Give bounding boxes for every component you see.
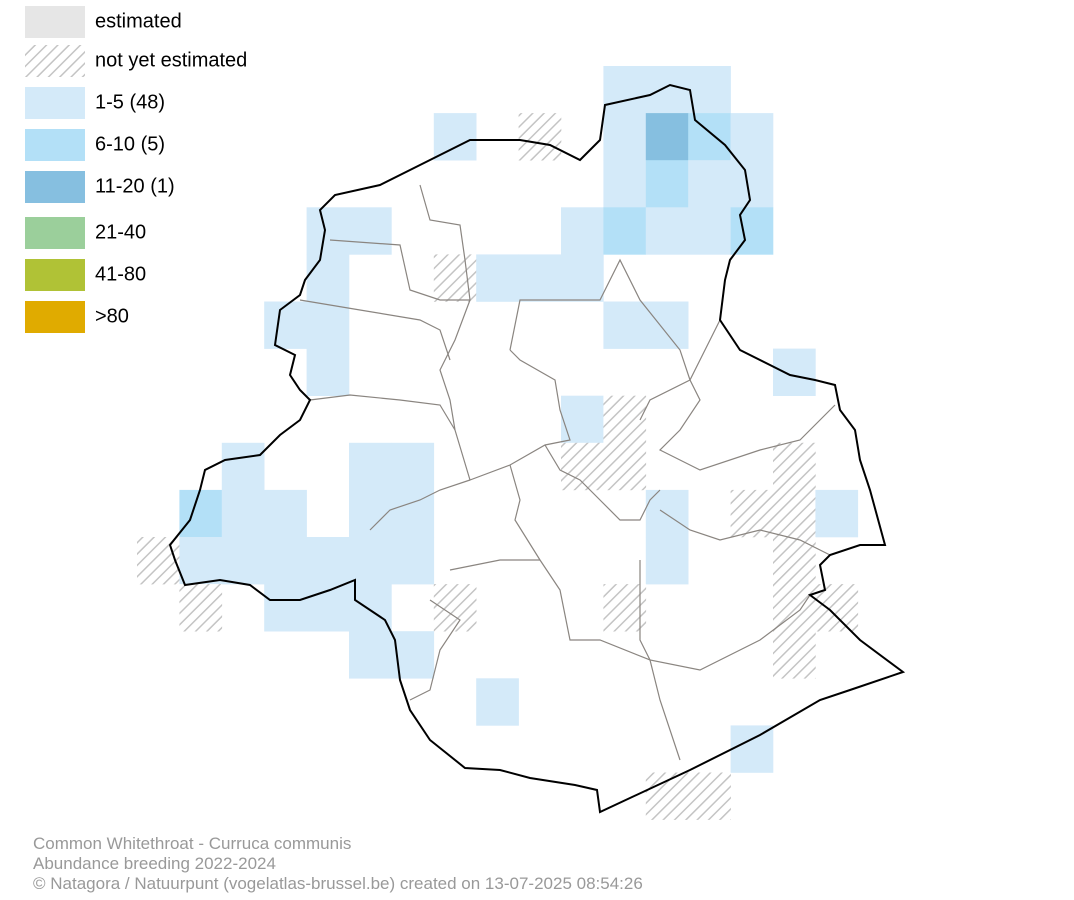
grid-cell [645,66,689,114]
grid-cell [179,537,223,585]
grid-cell [306,254,350,302]
grid-cell [221,537,265,585]
grid-cell [349,584,392,632]
legend-swatch [25,6,85,38]
grid-cell [645,160,689,208]
grid-cell [306,584,350,632]
grid-cell [561,254,604,302]
legend-label: >80 [95,305,129,327]
footer-line: Abundance breeding 2022-2024 [33,854,276,873]
grid-cell [730,725,774,773]
grid-cell [349,631,392,679]
footer-line: © Natagora / Natuurpunt (vogelatlas-brus… [33,874,643,893]
grid-cell [603,584,647,632]
grid-cell [688,207,731,255]
grid-cell [645,207,689,255]
grid-cell [688,66,731,114]
legend-swatch [25,129,85,161]
legend-label: 41-80 [95,263,146,285]
grid-cell [688,160,731,208]
grid-cell [815,489,859,538]
grid-cell [433,254,477,302]
legend-swatch [25,45,85,77]
grid-cell [306,301,350,349]
grid-cell [645,113,689,161]
grid-cell [645,301,689,349]
grid-cell [603,207,647,255]
legend-label: 6-10 (5) [95,133,165,155]
grid-cell [349,442,392,491]
grid-cell [179,584,223,632]
grid-cell [603,442,647,491]
grid-cell [264,489,307,538]
grid-cell [433,113,477,161]
legend-swatch [25,87,85,119]
grid-cell [645,537,689,585]
grid-cell [603,160,647,208]
footer: Common Whitethroat - Curruca communis Ab… [33,834,643,893]
grid-cells [137,66,859,820]
footer-line: Common Whitethroat - Curruca communis [33,834,351,853]
legend-label: estimated [95,10,182,32]
grid-cell [561,395,604,444]
grid-cell [349,537,392,585]
grid-cell [815,584,859,632]
grid-cell [264,301,307,349]
grid-cell [306,348,350,396]
grid-cell [264,537,307,585]
municipal-borders [299,184,836,761]
grid-cell [688,772,731,820]
grid-cell [518,113,562,161]
grid-cell [561,207,604,255]
grid-cell [603,66,647,114]
legend-swatch [25,259,85,291]
grid-cell [391,442,435,491]
legend-swatch [25,217,85,249]
legend-label: 1-5 (48) [95,91,165,113]
grid-cell [773,631,816,679]
grid-cell [730,207,774,255]
grid-cell [221,489,265,538]
legend-label: 21-40 [95,221,146,243]
legend-label: 11-20 (1) [95,175,175,197]
legend-swatch [25,171,85,203]
grid-cell [518,254,562,302]
grid-cell [773,584,816,632]
grid-cell [476,254,519,302]
grid-cell [391,489,435,538]
grid-cell [349,207,392,255]
region-outline [168,83,906,814]
grid-cell [306,207,350,255]
legend-swatch [25,301,85,333]
grid-cell [391,537,435,585]
grid-cell [476,678,519,726]
grid-cell [773,348,816,396]
grid-cell [730,489,774,538]
grid-cell [137,537,180,585]
grid-cell [603,301,647,349]
legend-label: not yet estimated [95,49,247,71]
grid-cell [730,160,774,208]
grid-cell [306,537,350,585]
grid-cell [603,395,647,444]
grid-cell [773,442,816,491]
grid-cell [730,113,774,161]
grid-cell [773,489,816,538]
grid-cell [179,489,223,538]
grid-cell [221,442,265,491]
grid-cell [603,113,647,161]
legend: estimated not yet estimated 1-5 (48) 6-10 (… [25,6,247,333]
grid-cell [433,584,477,632]
grid-cell [264,584,307,632]
